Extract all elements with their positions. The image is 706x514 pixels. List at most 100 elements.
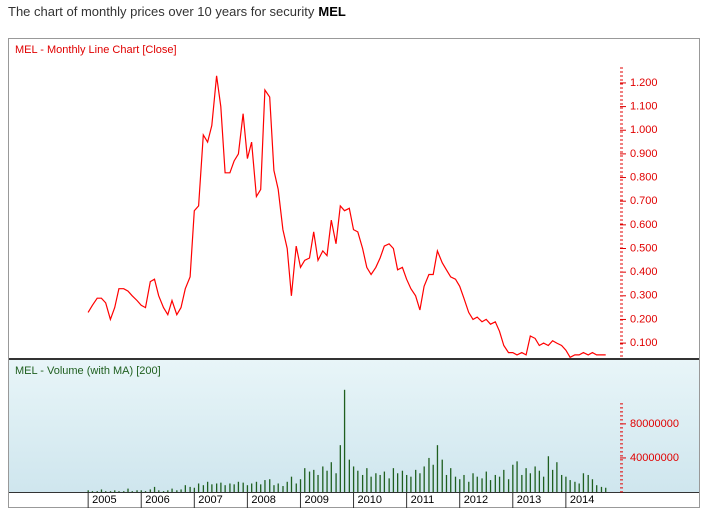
x-tick-label: 2011 <box>411 494 435 506</box>
volume-bar <box>596 485 598 492</box>
x-tick-label: 2009 <box>304 494 328 506</box>
volume-bar <box>352 466 355 492</box>
price-line <box>87 75 606 359</box>
volume-bar <box>167 490 169 492</box>
volume-bar <box>525 468 527 492</box>
volume-bar <box>450 468 452 492</box>
volume-bar <box>255 481 258 492</box>
volume-bar <box>153 486 156 492</box>
volume-bar <box>388 478 390 492</box>
x-tick-label: 2010 <box>358 494 382 506</box>
volume-bar <box>286 481 288 492</box>
y-tick-label: 0.800 <box>630 171 658 183</box>
volume-bar <box>260 484 262 492</box>
volume-bar <box>144 491 147 492</box>
volume-bar <box>485 471 487 492</box>
y-tick-label: 1.100 <box>630 100 658 112</box>
volume-bar <box>582 473 585 492</box>
volume-bar <box>383 471 386 492</box>
volume-bar <box>415 469 417 492</box>
y-tick-label: 40000000 <box>630 452 679 464</box>
volume-bar <box>375 473 377 492</box>
volume-bar <box>136 490 138 492</box>
volume-bar <box>445 474 448 492</box>
volume-bar <box>463 474 465 492</box>
volume-bar <box>171 488 173 492</box>
volume-bar <box>406 474 408 492</box>
volume-bar <box>569 480 571 492</box>
volume-bar <box>507 479 510 492</box>
price-title: MEL - Monthly Line Chart [Close] <box>15 44 177 56</box>
volume-bar <box>127 488 129 492</box>
volume-bar <box>251 483 253 492</box>
volume-bar <box>542 476 545 492</box>
volume-bar <box>193 487 196 492</box>
volume-bar <box>184 485 186 492</box>
header: The chart of monthly prices over 10 year… <box>8 4 346 19</box>
volume-bar <box>605 487 607 492</box>
volume-bar <box>481 478 483 492</box>
volume-bar <box>600 486 603 492</box>
volume-bar <box>578 483 580 492</box>
volume-bar <box>197 483 200 492</box>
volume-bar <box>529 473 531 492</box>
volume-bar <box>370 476 372 492</box>
volume-bar <box>330 462 332 492</box>
volume-bar <box>468 481 470 492</box>
volume-bar <box>216 483 218 492</box>
volume-bar <box>100 489 103 492</box>
volume-bar <box>304 468 306 492</box>
volume-bar <box>233 484 235 492</box>
volume-bar <box>419 473 421 492</box>
volume-bar <box>379 474 381 492</box>
volume-bar <box>96 491 98 492</box>
volume-bar <box>423 466 425 492</box>
volume-bar <box>587 474 589 492</box>
volume-bar <box>317 474 319 492</box>
volume-bar <box>454 476 457 492</box>
x-tick-label: 2013 <box>517 494 541 506</box>
volume-bar <box>428 457 430 492</box>
volume-bar <box>361 474 364 492</box>
volume-bar <box>114 490 116 492</box>
y-tick-label: 80000000 <box>630 418 679 430</box>
volume-bar <box>401 470 404 492</box>
volume-bar <box>476 476 478 492</box>
volume-bar <box>237 481 240 492</box>
volume-bar <box>299 479 302 492</box>
volume-bar <box>436 445 439 492</box>
volume-bar <box>326 470 328 492</box>
volume-bar <box>556 462 558 492</box>
y-tick-label: 0.700 <box>630 195 658 207</box>
volume-bar <box>343 389 346 492</box>
header-text: The chart of monthly prices over 10 year… <box>8 4 315 19</box>
volume-bar <box>220 482 222 492</box>
volume-bar <box>521 474 523 492</box>
volume-bar <box>308 471 311 492</box>
volume-bar <box>591 479 594 492</box>
volume-bar <box>551 469 554 492</box>
volume-bar <box>339 445 341 492</box>
volume-bar <box>224 485 226 492</box>
volume-bar <box>538 470 541 492</box>
volume-bar <box>357 470 359 492</box>
volume-bar <box>392 468 395 492</box>
volume-bar <box>295 483 297 492</box>
volume-bar <box>118 491 120 492</box>
volume-bar <box>87 490 89 492</box>
volume-bar <box>410 476 412 492</box>
volume-bar <box>273 485 275 492</box>
volume-bar <box>574 481 576 492</box>
y-tick-label: 0.300 <box>630 290 658 302</box>
y-tick-label: 0.900 <box>630 148 658 160</box>
volume-bar <box>534 466 536 492</box>
y-tick-label: 1.200 <box>630 77 658 89</box>
y-tick-label: 1.000 <box>630 124 658 136</box>
x-tick-label: 2014 <box>570 494 594 506</box>
volume-bar <box>131 491 133 492</box>
volume-bar <box>264 480 266 492</box>
volume-bar <box>189 486 191 492</box>
y-tick-label: 0.400 <box>630 266 658 278</box>
volume-bar <box>561 474 563 492</box>
